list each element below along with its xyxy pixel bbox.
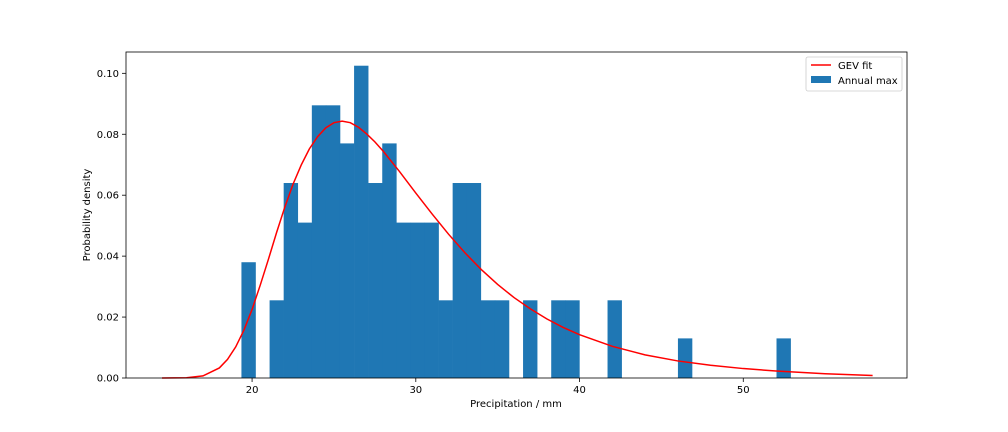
histogram-bar (283, 183, 299, 378)
x-tick-label: 20 (246, 385, 259, 396)
histogram-bar (480, 300, 496, 378)
histogram-bars (241, 65, 791, 379)
histogram-bar (396, 222, 411, 378)
histogram-bar (565, 300, 580, 378)
x-tick-label: 50 (737, 385, 750, 396)
histogram-bar (677, 338, 693, 378)
histogram-bar (339, 143, 355, 378)
histogram-bar (325, 105, 341, 379)
histogram-bar (523, 300, 538, 378)
histogram-bar (368, 183, 383, 378)
histogram-bar (269, 300, 284, 378)
x-axis-label: Precipitation / mm (470, 399, 562, 410)
y-tick-label: 0.02 (97, 313, 119, 324)
legend-label-annual-max: Annual max (838, 76, 898, 87)
histogram-bar (607, 300, 622, 378)
histogram-bar (410, 222, 425, 378)
legend-swatch-annual-max (811, 76, 831, 83)
histogram-bar (494, 300, 510, 378)
histogram-bar (438, 300, 453, 378)
histogram-bar (776, 338, 791, 378)
histogram-bar (466, 183, 482, 378)
histogram-bar (297, 222, 313, 378)
y-axis-label: Probability density (82, 169, 93, 262)
histogram-bar (354, 65, 369, 379)
legend-label-gev: GEV fit (838, 61, 872, 72)
histogram-bar (382, 143, 397, 378)
y-tick-label: 0.00 (97, 374, 119, 385)
x-tick-label: 40 (573, 385, 586, 396)
gev-fit-line (162, 120, 873, 379)
histogram-bar (311, 105, 327, 379)
histogram-bar (551, 300, 566, 378)
y-tick-label: 0.06 (97, 191, 119, 202)
y-axis-ticks: 0.00 0.02 0.04 0.06 0.08 0.10 (97, 69, 126, 385)
plot-frame (125, 51, 908, 379)
y-tick-label: 0.10 (97, 69, 119, 80)
histogram-bar (424, 222, 439, 378)
y-tick-label: 0.08 (97, 130, 119, 141)
x-axis-ticks: 20 30 40 50 (246, 378, 750, 396)
x-tick-label: 30 (409, 385, 422, 396)
y-tick-label: 0.04 (97, 252, 119, 263)
histogram-bar (452, 183, 468, 378)
legend: GEV fit Annual max (805, 56, 903, 92)
